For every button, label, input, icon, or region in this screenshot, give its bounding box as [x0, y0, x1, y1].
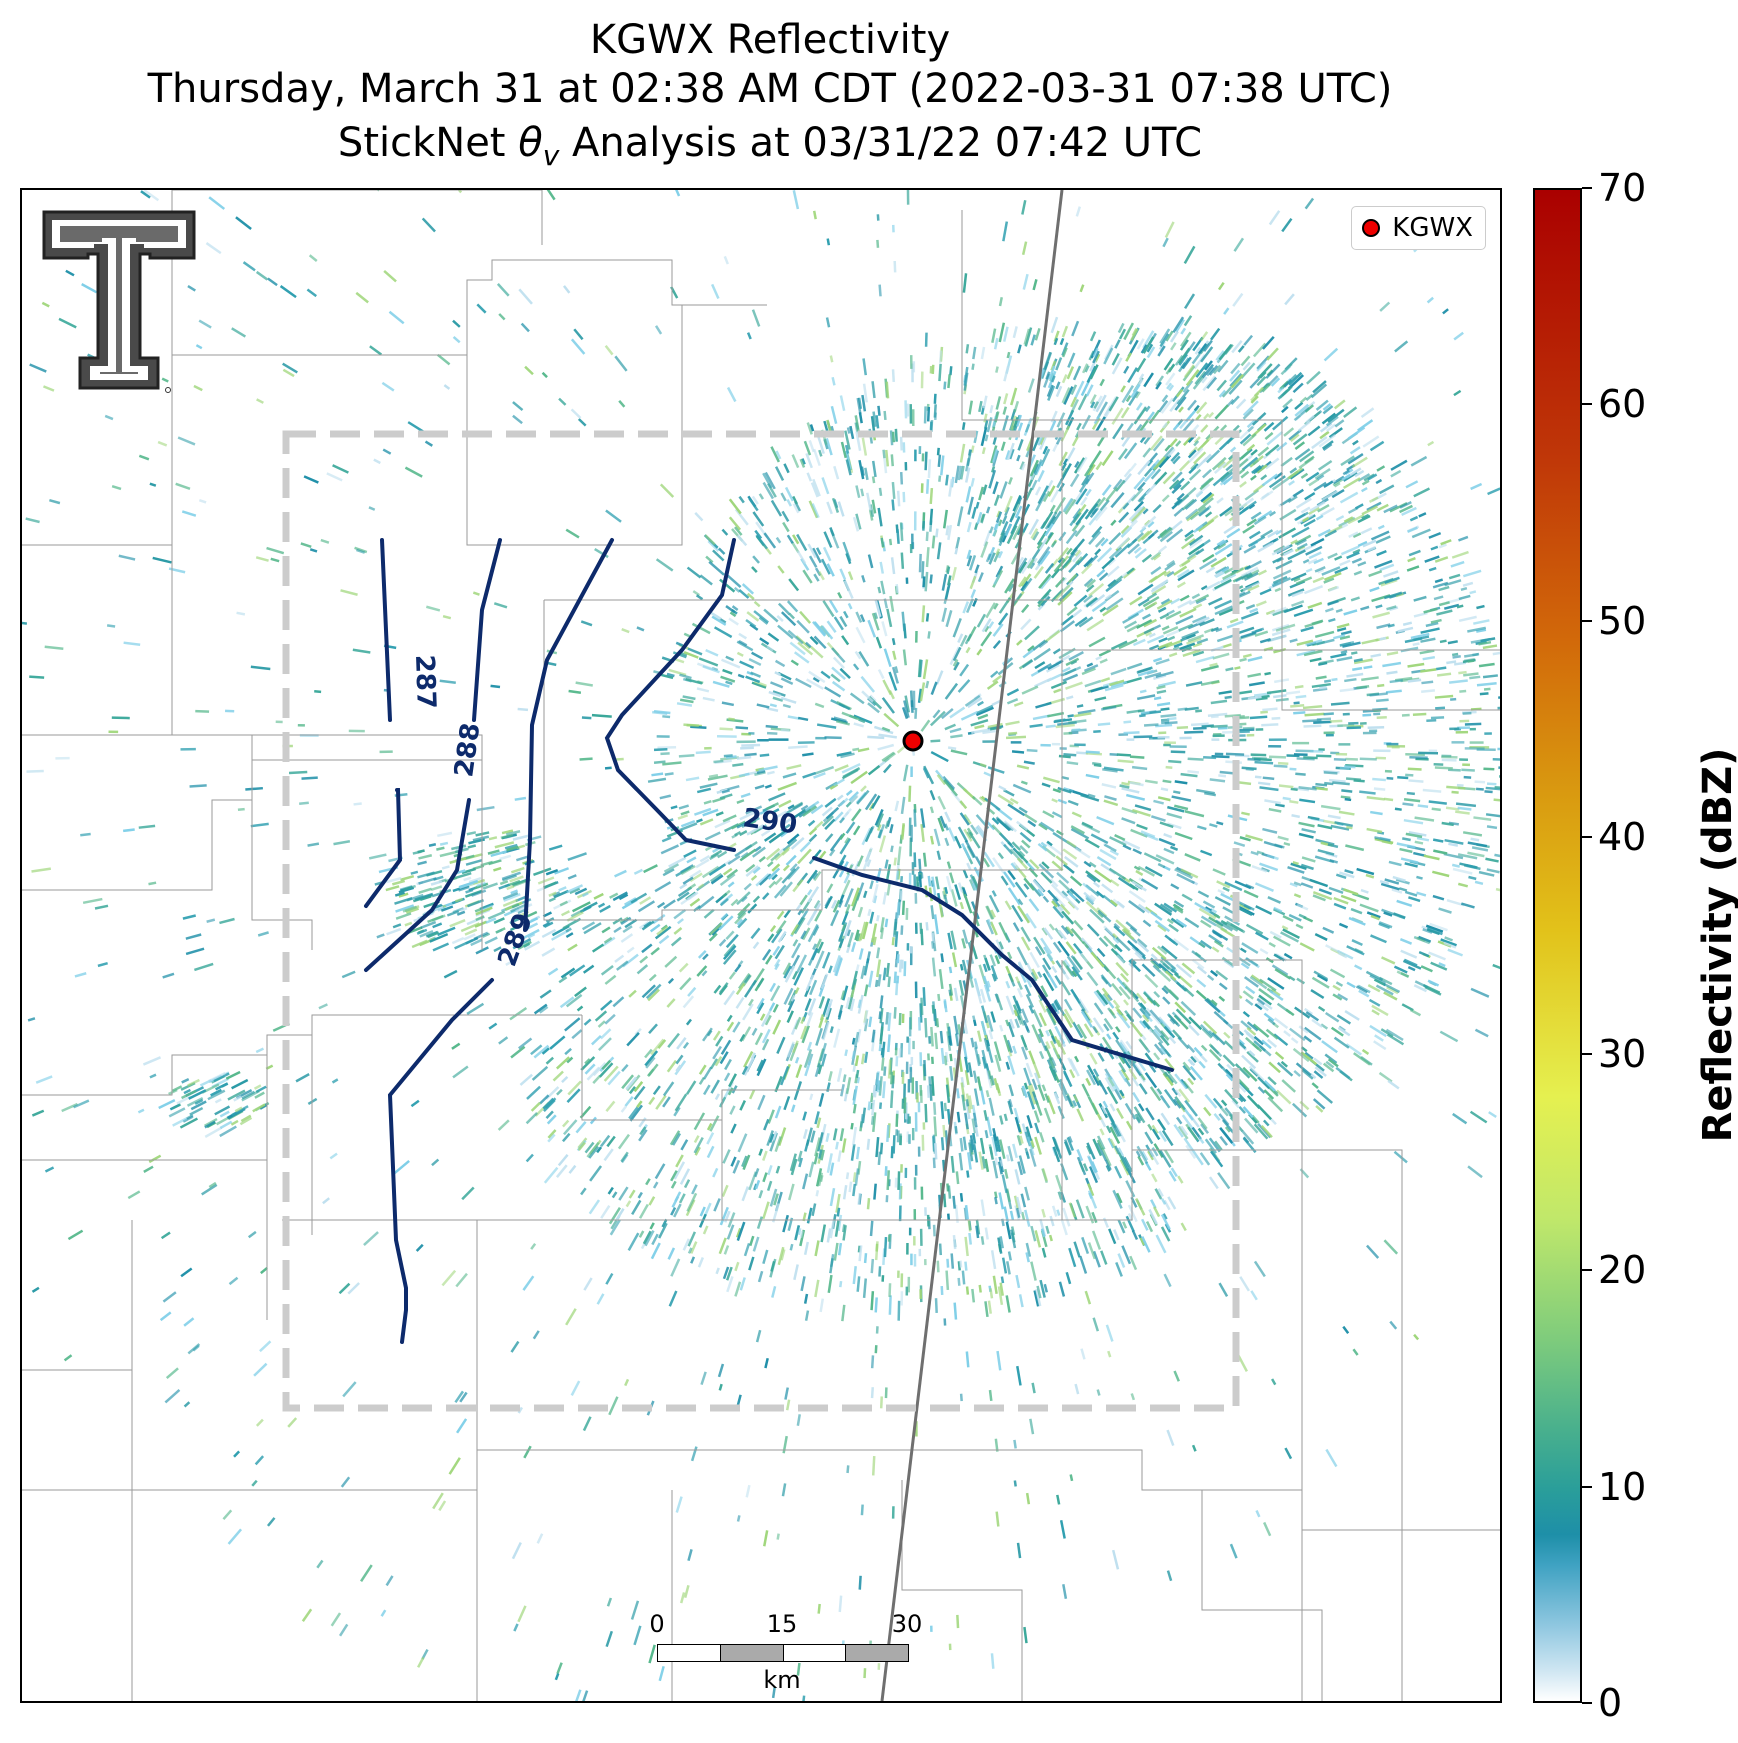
- plot-datetime: Thursday, March 31 at 02:38 AM CDT (2022…: [147, 66, 1393, 112]
- colorbar-title: Reflectivity (dBZ): [1695, 747, 1738, 1143]
- colorbar-tick-label: 20: [1598, 1248, 1647, 1293]
- kgwx-radar-site-marker: [902, 730, 924, 752]
- radar-marker-icon: [1362, 219, 1381, 237]
- scale-tick: 0: [649, 1610, 665, 1638]
- scale-unit: km: [763, 1666, 801, 1694]
- colorbar-tick-mark: [1582, 836, 1592, 839]
- scale-bar-segments: [657, 1644, 909, 1662]
- colorbar-tick-mark: [1582, 1702, 1592, 1704]
- colorbar-tick-mark: [1582, 1485, 1592, 1488]
- reflectivity-echoes: [22, 190, 1500, 1701]
- colorbar-tick-label: 30: [1598, 1031, 1647, 1076]
- colorbar: [1533, 188, 1582, 1703]
- scale-tick: 15: [766, 1610, 798, 1638]
- plot-title: KGWX Reflectivity: [589, 17, 951, 63]
- double-t-icon: [42, 210, 196, 393]
- colorbar-tick-label: 60: [1598, 382, 1647, 427]
- colorbar-tick-label: 0: [1598, 1681, 1623, 1725]
- scale-bar: 0 15 30 km: [636, 1610, 922, 1700]
- colorbar-tick-label: 70: [1598, 166, 1647, 210]
- radar-map[interactable]: 287 288 289 290 KGWX 0 15 30 km: [20, 188, 1502, 1703]
- county-borders: [22, 190, 1500, 1701]
- scale-tick: 30: [891, 1610, 923, 1638]
- colorbar-tick-mark: [1582, 619, 1592, 622]
- analysis-domain-box: [282, 430, 1240, 1412]
- map-legend: KGWX: [1351, 206, 1486, 250]
- colorbar-tick-label: 50: [1598, 598, 1647, 643]
- colorbar-tick-mark: [1582, 1269, 1592, 1272]
- legend-label: KGWX: [1392, 213, 1473, 243]
- colorbar-tick-label: 40: [1598, 815, 1647, 860]
- colorbar-tick-mark: [1582, 403, 1592, 406]
- colorbar-tick-mark: [1582, 1052, 1592, 1055]
- plot-analysis-subtitle: StickNet θv Analysis at 03/31/22 07:42 U…: [337, 120, 1203, 172]
- texas-tech-logo: [40, 208, 198, 396]
- colorbar-tick-label: 10: [1598, 1464, 1647, 1509]
- theta-v-contours: [364, 538, 1174, 1344]
- state-boundary: [880, 190, 1064, 1701]
- colorbar-tick-mark: [1582, 187, 1592, 189]
